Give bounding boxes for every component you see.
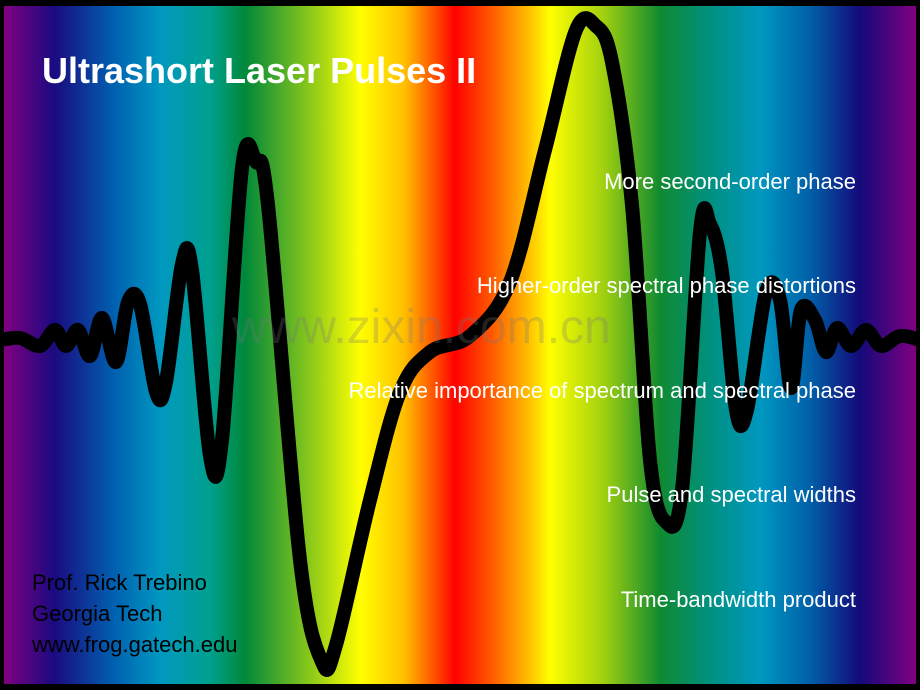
author-name: Prof. Rick Trebino bbox=[32, 570, 207, 595]
topic-item: Relative importance of spectrum and spec… bbox=[348, 378, 856, 403]
author-institution: Georgia Tech bbox=[32, 601, 163, 626]
topic-item: Higher-order spectral phase distortions bbox=[476, 273, 856, 298]
topic-item: Pulse and spectral widths bbox=[606, 482, 856, 507]
topic-item: More second-order phase bbox=[604, 169, 856, 194]
pulse-waveform-line bbox=[0, 11, 920, 677]
watermark: www.zixin.com.cn bbox=[232, 301, 611, 354]
slide-title: Ultrashort Laser Pulses II bbox=[42, 50, 477, 91]
author-website[interactable]: www.frog.gatech.edu bbox=[32, 632, 238, 657]
topic-item: Time-bandwidth product bbox=[620, 587, 856, 612]
